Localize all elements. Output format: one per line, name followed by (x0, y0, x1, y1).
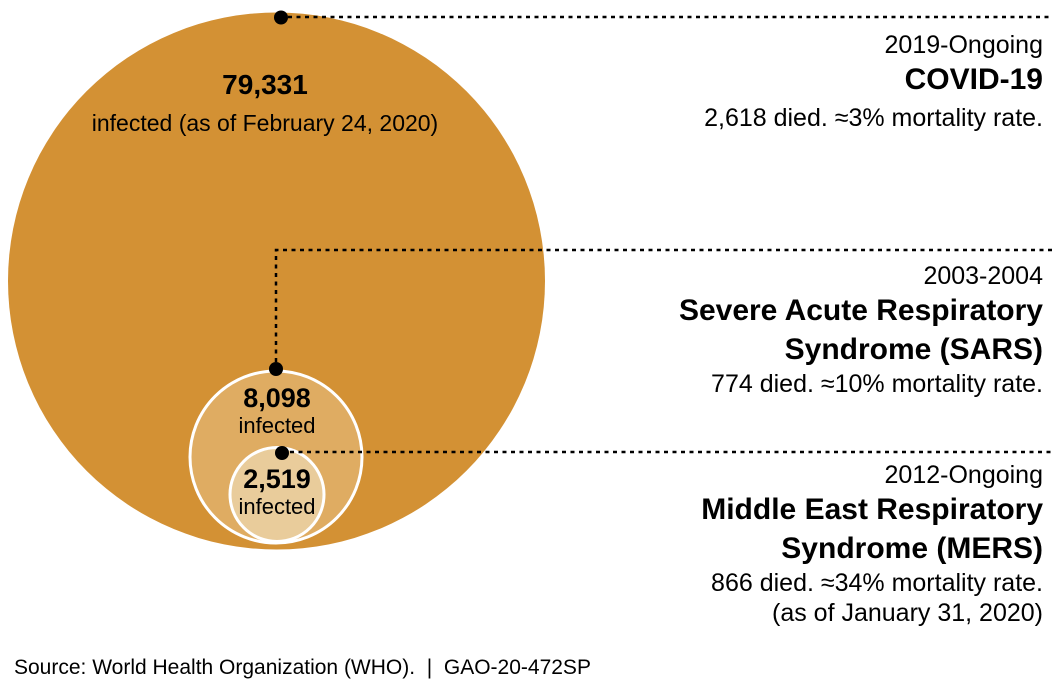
covid-stats: 2,618 died. ≈3% mortality rate. (704, 104, 1043, 132)
mers-period: 2012-Ongoing (884, 461, 1043, 489)
sars-infected-count: 8,098 (243, 383, 311, 413)
sars-period: 2003-2004 (923, 262, 1043, 290)
sars-leader-dot (269, 362, 283, 376)
sars-infected-caption: infected (238, 413, 316, 438)
sars-annotation: 2003-2004 Severe Acute Respiratory Syndr… (679, 262, 1043, 399)
mers-infected-count: 2,519 (243, 464, 311, 494)
covid-bubble (8, 12, 545, 550)
mers-bubble-label: 2,519 infected (177, 464, 377, 520)
mers-infected-caption: infected (238, 494, 316, 519)
mers-annotation: 2012-Ongoing Middle East Respiratory Syn… (701, 461, 1043, 628)
mers-leader-dot (275, 446, 289, 460)
mers-stats: 866 died. ≈34% mortality rate. (711, 569, 1043, 597)
sars-title-line-2: Syndrome (SARS) (784, 333, 1043, 366)
mers-title-line-1: Middle East Respiratory (701, 493, 1043, 526)
source-line: Source: World Health Organization (WHO).… (14, 656, 591, 679)
mers-title-line-2: Syndrome (MERS) (781, 532, 1043, 565)
covid-bubble-label: 79,331 infected (as of February 24, 2020… (45, 70, 485, 137)
covid-infected-count: 79,331 (222, 69, 308, 100)
sars-stats: 774 died. ≈10% mortality rate. (711, 370, 1043, 398)
covid-infected-caption: infected (as of February 24, 2020) (91, 110, 439, 136)
covid-period: 2019-Ongoing (884, 31, 1043, 59)
covid-title: COVID-19 (904, 63, 1043, 96)
sars-bubble-label: 8,098 infected (177, 383, 377, 439)
mers-bubble (228, 446, 326, 543)
mers-stats-asof: (as of January 31, 2020) (772, 599, 1043, 627)
sars-leader-line (274, 248, 1052, 362)
sars-title-line-1: Severe Acute Respiratory (678, 294, 1043, 327)
covid-leader-dot (274, 10, 288, 25)
covid-annotation: 2019-Ongoing COVID-19 2,618 died. ≈3% mo… (704, 31, 1043, 133)
